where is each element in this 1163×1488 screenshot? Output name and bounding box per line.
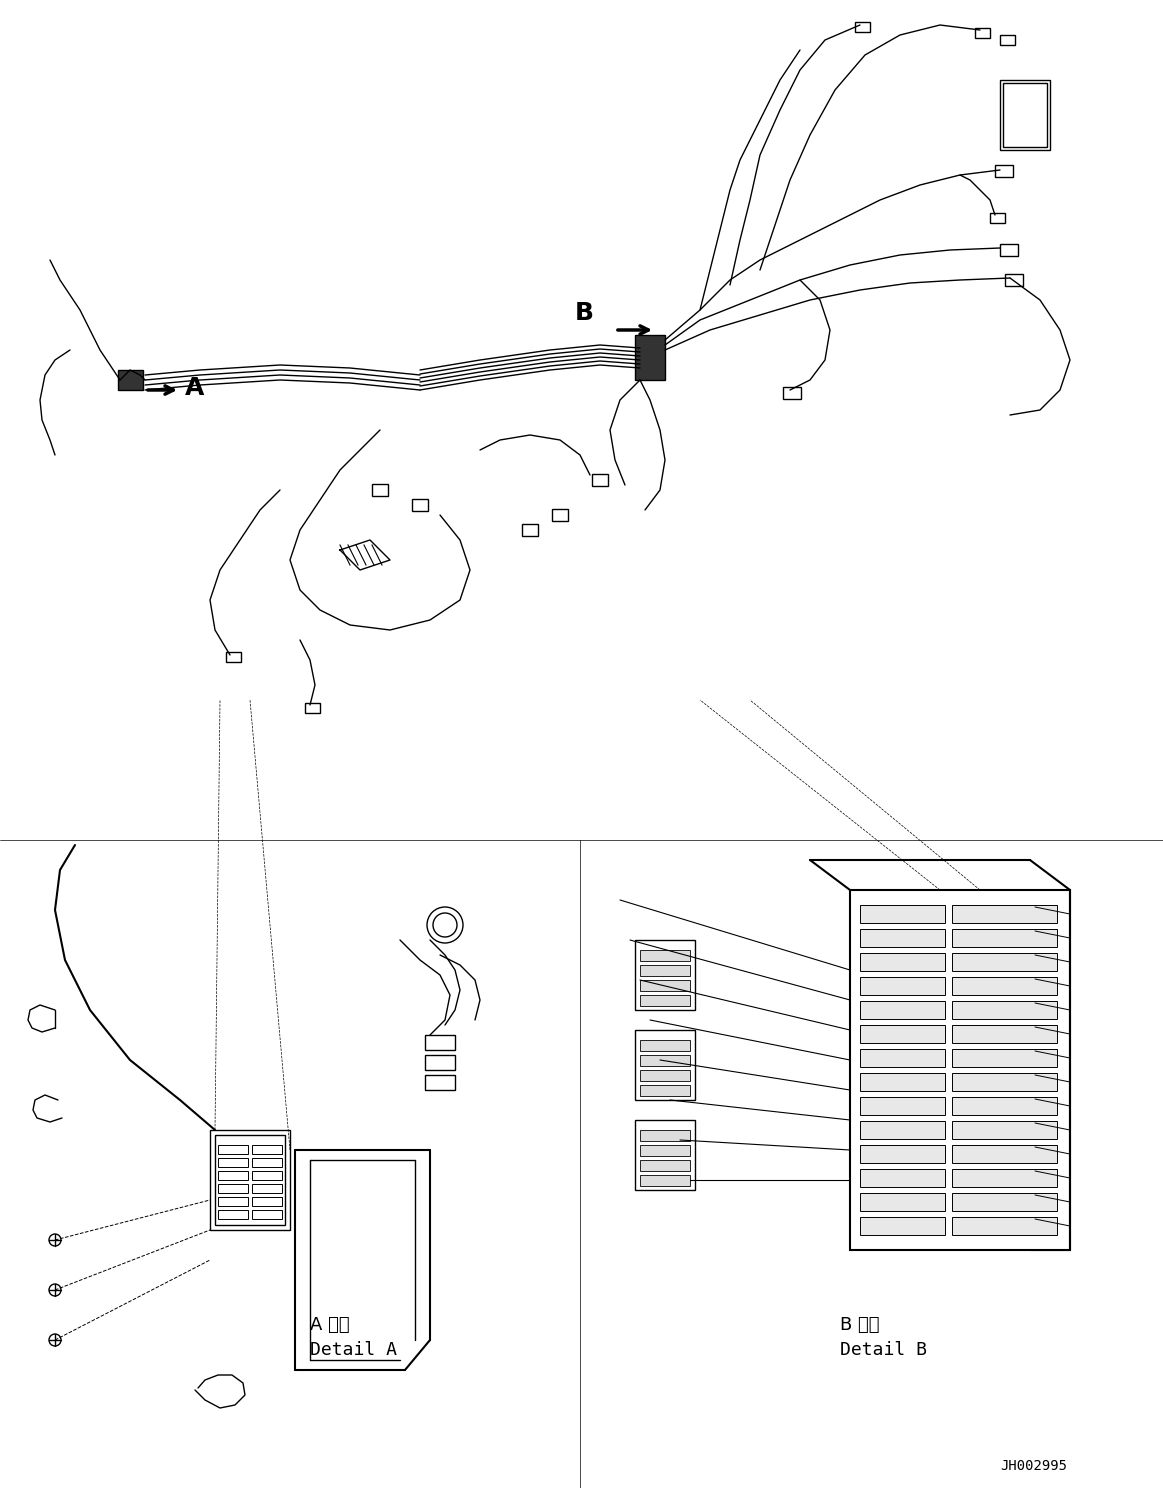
Bar xyxy=(952,1073,1057,1091)
Bar xyxy=(859,1193,946,1211)
Bar xyxy=(640,1070,690,1080)
Bar xyxy=(859,1073,946,1091)
Bar xyxy=(1005,274,1023,286)
Circle shape xyxy=(49,1335,60,1347)
Bar xyxy=(217,1210,248,1219)
Bar xyxy=(952,1193,1057,1211)
Bar xyxy=(372,484,388,496)
Bar xyxy=(252,1171,281,1180)
Bar xyxy=(859,1144,946,1164)
Bar xyxy=(990,213,1005,223)
Bar xyxy=(252,1144,281,1155)
Bar xyxy=(952,1144,1057,1164)
Bar xyxy=(952,952,1057,972)
Bar xyxy=(424,1055,455,1070)
Bar xyxy=(952,1049,1057,1067)
Bar xyxy=(859,978,946,995)
Bar xyxy=(952,1170,1057,1187)
Bar xyxy=(635,1030,695,1100)
Bar xyxy=(252,1184,281,1193)
Bar xyxy=(635,940,695,1010)
Bar xyxy=(640,1161,690,1171)
Bar xyxy=(640,966,690,976)
Bar xyxy=(252,1196,281,1205)
Bar xyxy=(952,905,1057,923)
Bar xyxy=(211,1129,290,1231)
Bar xyxy=(859,1001,946,1019)
Bar xyxy=(783,387,801,399)
Bar xyxy=(424,1074,455,1091)
Bar xyxy=(552,509,568,521)
Bar xyxy=(252,1158,281,1167)
Text: Detail B: Detail B xyxy=(840,1341,927,1359)
Bar xyxy=(635,1120,695,1190)
Bar xyxy=(640,1144,690,1156)
Bar xyxy=(215,1135,285,1225)
Bar xyxy=(952,1120,1057,1138)
Bar xyxy=(850,890,1070,1250)
Text: B: B xyxy=(575,301,594,324)
Bar xyxy=(640,1040,690,1051)
Bar xyxy=(952,1025,1057,1043)
Bar xyxy=(859,1217,946,1235)
Bar xyxy=(859,1097,946,1115)
Bar xyxy=(640,981,690,991)
Bar xyxy=(217,1184,248,1193)
Bar xyxy=(1000,80,1050,150)
Bar xyxy=(1000,36,1015,45)
Bar xyxy=(859,952,946,972)
Bar xyxy=(412,498,428,510)
Text: A: A xyxy=(185,376,205,400)
Bar xyxy=(859,1049,946,1067)
Bar xyxy=(1000,244,1018,256)
Bar xyxy=(217,1144,248,1155)
Bar xyxy=(859,1025,946,1043)
Text: B 詳細: B 詳細 xyxy=(840,1315,879,1335)
Bar xyxy=(117,371,143,390)
Bar xyxy=(975,28,990,39)
Bar xyxy=(226,652,241,662)
Bar xyxy=(592,475,608,487)
Bar xyxy=(952,929,1057,946)
Bar xyxy=(952,978,1057,995)
Bar xyxy=(640,949,690,961)
Bar xyxy=(952,1097,1057,1115)
Bar xyxy=(952,1217,1057,1235)
Bar xyxy=(855,22,870,33)
Bar xyxy=(859,1120,946,1138)
Text: Detail A: Detail A xyxy=(311,1341,397,1359)
Circle shape xyxy=(427,908,463,943)
Bar xyxy=(640,995,690,1006)
Bar xyxy=(217,1196,248,1205)
Bar xyxy=(996,165,1013,177)
Bar xyxy=(952,1001,1057,1019)
Bar xyxy=(217,1158,248,1167)
Bar xyxy=(635,335,665,379)
Bar xyxy=(859,905,946,923)
Circle shape xyxy=(49,1284,60,1296)
Text: JH002995: JH002995 xyxy=(1000,1460,1066,1473)
Bar xyxy=(640,1176,690,1186)
Bar xyxy=(1003,83,1047,147)
Bar xyxy=(859,929,946,946)
Text: A 詳細: A 詳細 xyxy=(311,1315,350,1335)
Bar xyxy=(252,1210,281,1219)
Bar xyxy=(640,1085,690,1097)
Bar xyxy=(424,1036,455,1051)
Bar xyxy=(217,1171,248,1180)
Bar xyxy=(859,1170,946,1187)
Bar xyxy=(640,1055,690,1065)
Bar xyxy=(305,702,320,713)
Bar xyxy=(640,1129,690,1141)
Circle shape xyxy=(49,1234,60,1245)
Bar xyxy=(522,524,538,536)
